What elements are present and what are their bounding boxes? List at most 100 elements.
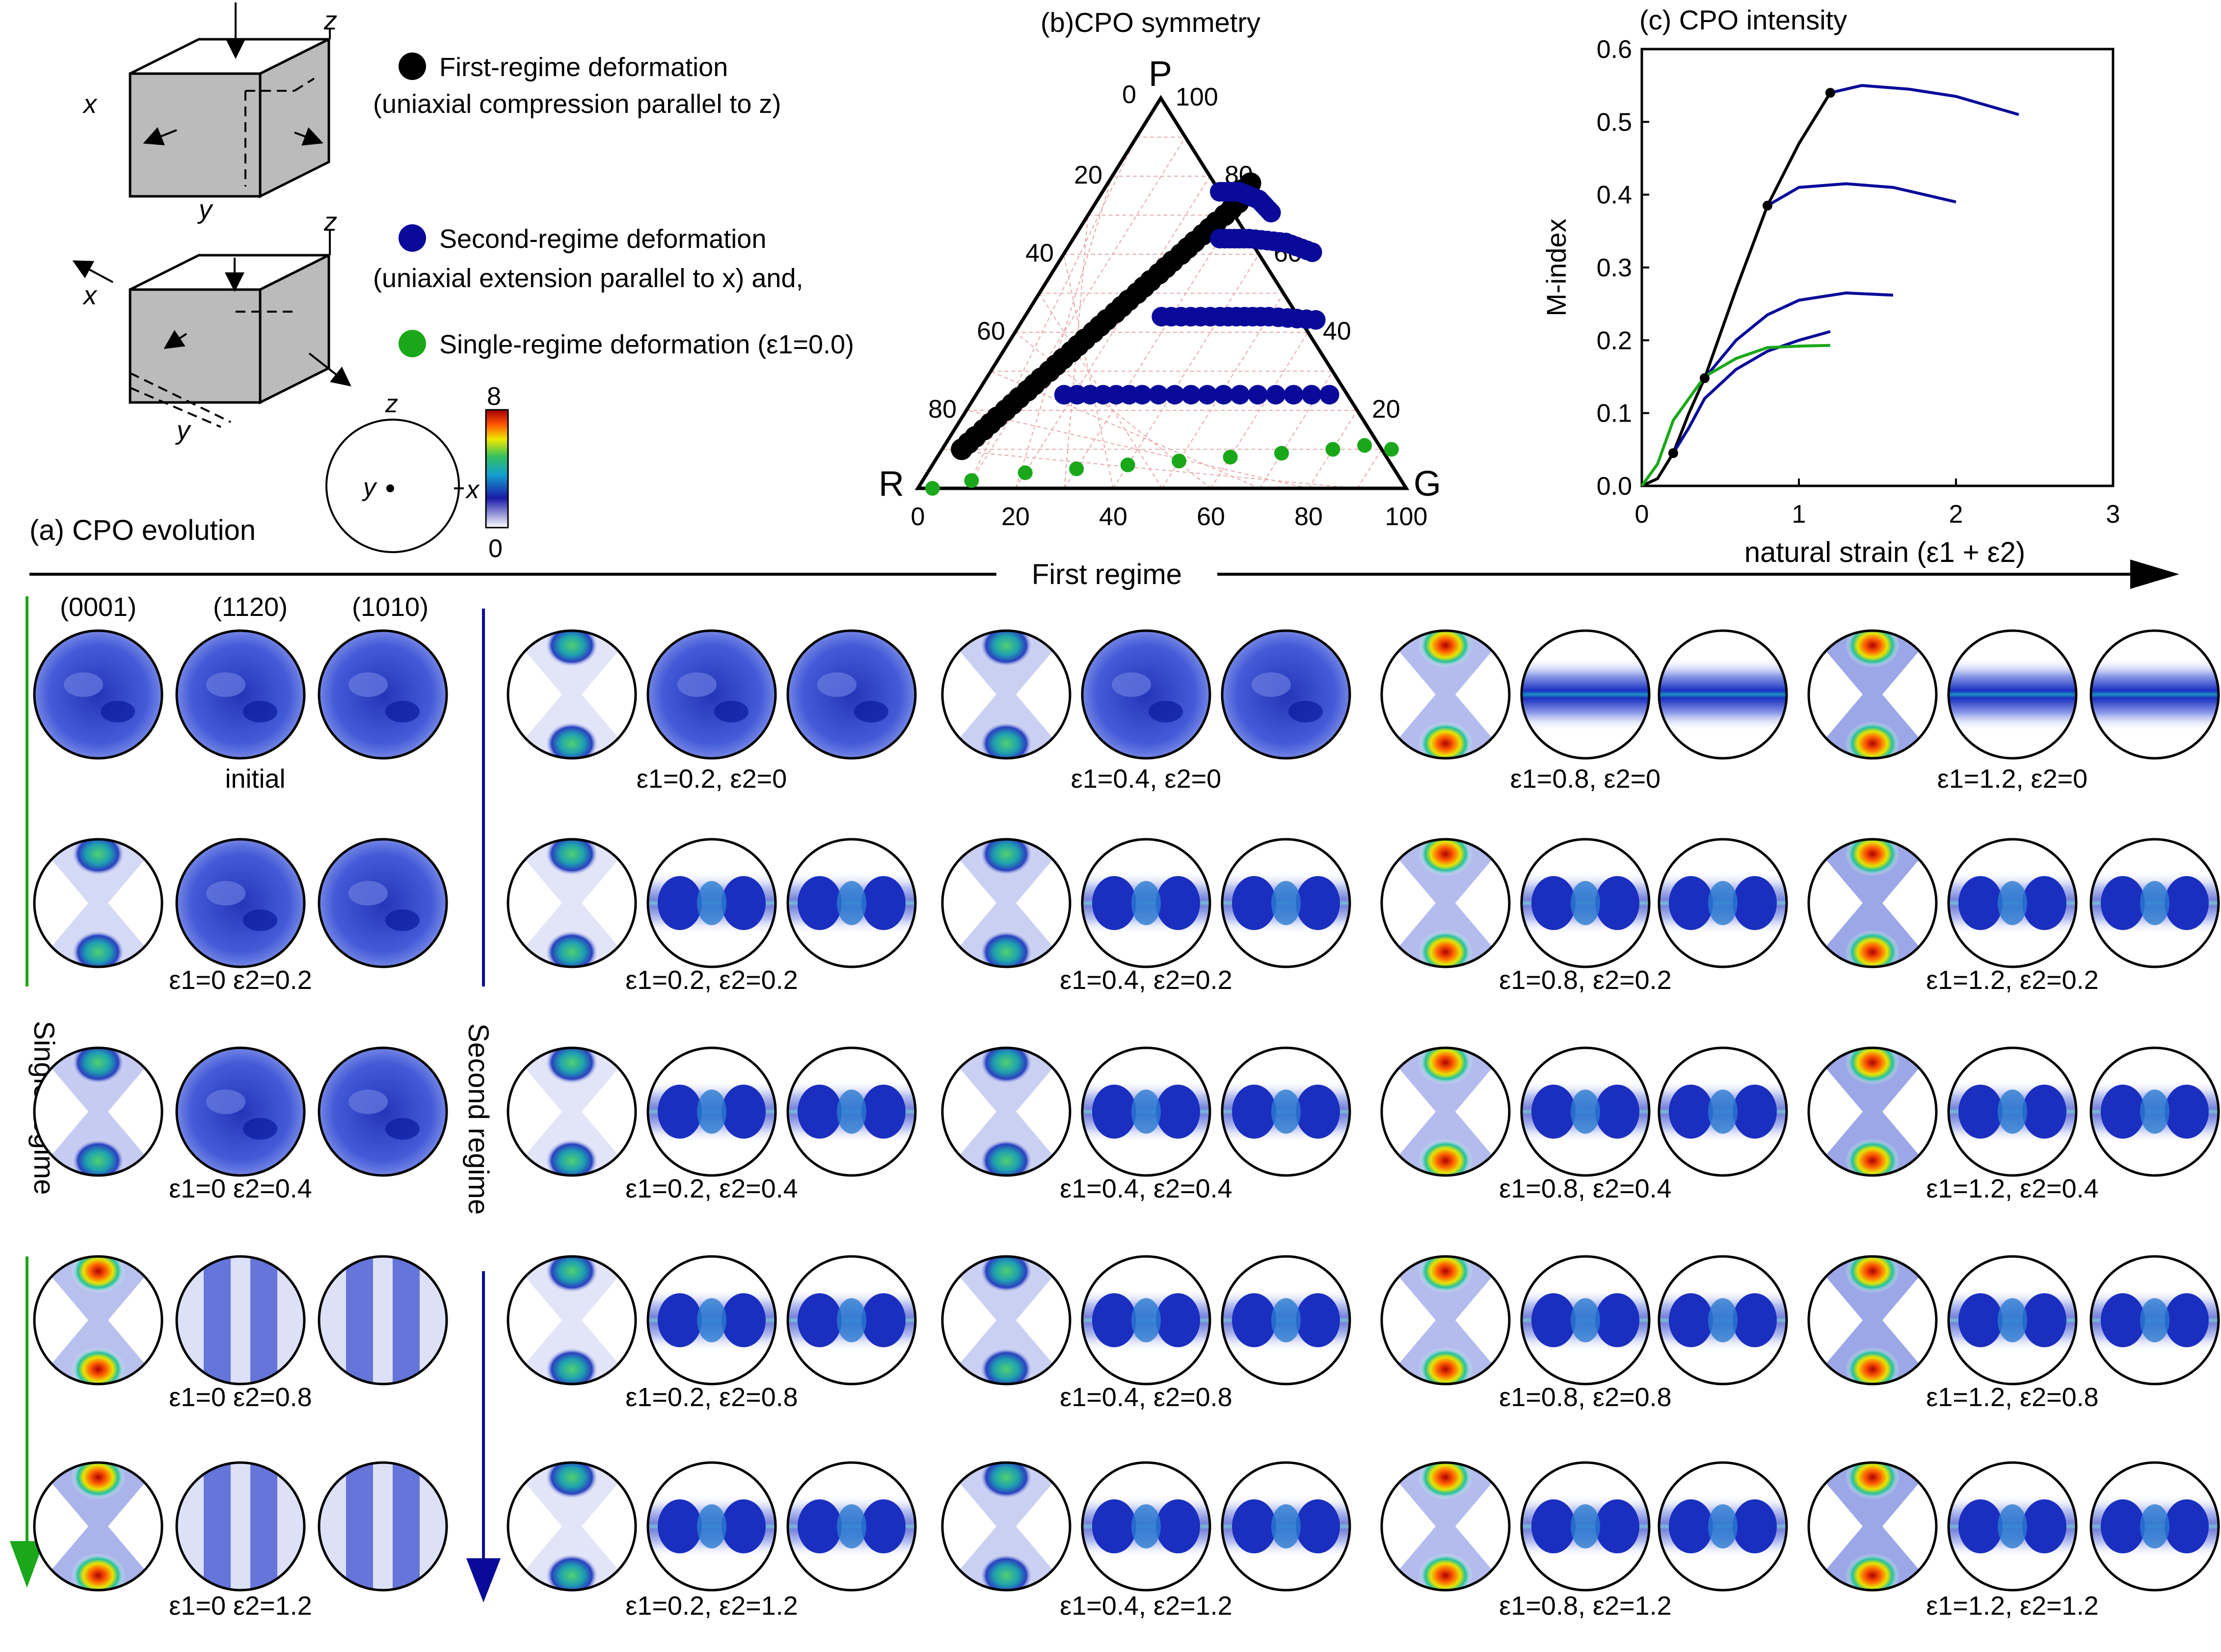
pole-figure <box>2089 1461 2220 1592</box>
pole-figure <box>1947 838 2078 968</box>
legend-second-sub: (uniaxial extension parallel to x) and, <box>373 264 803 293</box>
block-second-regime: z x y <box>72 207 351 445</box>
x-tick-label: 3 <box>2106 500 2120 529</box>
pole-figure <box>175 1461 306 1592</box>
pole-figure <box>1947 1046 2078 1177</box>
single-regime-point <box>964 473 979 488</box>
series-line <box>1830 84 2019 116</box>
pole-figure <box>1658 1461 1788 1592</box>
series-line <box>1766 182 1956 207</box>
block-first-regime: z x y <box>82 2 337 224</box>
single-regime-point <box>1172 453 1187 469</box>
second-regime-point <box>1197 385 1217 405</box>
caption-single: ε1=0 ε2=0.8 <box>169 1383 312 1412</box>
caption-strain: ε1=0.2, ε2=0.4 <box>625 1174 798 1203</box>
legend-marker-first <box>399 53 426 80</box>
second-regime-point <box>1165 385 1185 405</box>
pole-figure <box>1658 1255 1788 1386</box>
pole-figure <box>646 629 777 760</box>
legend-marker-single <box>399 330 426 357</box>
second-regime-point <box>1319 385 1339 405</box>
axis-label-x: x <box>82 281 98 310</box>
pole-figure <box>175 838 306 968</box>
y-tick-label: 0.3 <box>1597 254 1632 282</box>
caption-strain: ε1=1.2, ε2=1.2 <box>1926 1591 2098 1621</box>
chart-series <box>1640 84 2019 487</box>
single-regime-point <box>1384 442 1399 457</box>
pole-figure <box>318 629 448 760</box>
colorbar: 8 0 <box>485 382 509 563</box>
header-0001: (0001) <box>60 592 136 622</box>
pole-figure <box>175 629 306 760</box>
pole-figure <box>1380 1461 1511 1592</box>
pole-figure <box>1081 629 1211 760</box>
pole-figure <box>1221 629 1351 760</box>
ref-label-z: z <box>385 390 398 418</box>
panel-b-title: (b)CPO symmetry <box>1041 7 1260 38</box>
pole-figure <box>941 1255 1071 1386</box>
second-regime-point <box>1248 385 1268 405</box>
ternary-frame <box>914 95 1410 490</box>
tick-left: 20 <box>1074 161 1102 189</box>
caption-strain: ε1=0.2, ε2=0.8 <box>625 1383 798 1412</box>
x-tick-label: 2 <box>1949 500 1963 529</box>
caption-strain: ε1=0.8, ε2=0.8 <box>1499 1383 1671 1412</box>
y-tick-label: 0.0 <box>1597 472 1632 501</box>
pole-figure <box>1520 1461 1651 1592</box>
pole-figure <box>1081 1046 1211 1177</box>
pole-figure <box>1221 1461 1351 1592</box>
y-tick-label: 0.1 <box>1597 400 1632 428</box>
pole-figure <box>1658 629 1788 760</box>
pole-figure <box>507 1461 637 1592</box>
legend-first: First-regime deformation <box>439 53 728 82</box>
second-regime-point <box>1302 242 1322 263</box>
ternary-grid <box>942 136 1382 489</box>
pole-figure <box>318 838 448 968</box>
pole-figure <box>1807 838 1938 968</box>
y-tick-label: 0.4 <box>1597 181 1632 210</box>
pole-figure <box>2089 838 2220 968</box>
pole-figure <box>786 838 917 968</box>
y-axis-label: M-index <box>1541 218 1572 316</box>
caption-single: ε1=0 ε2=0.4 <box>169 1174 312 1203</box>
tick-left: 0 <box>1122 80 1136 109</box>
pole-figure <box>33 629 163 760</box>
pole-figure <box>1520 629 1651 760</box>
ternary-diagram: (b)CPO symmetry P R G 0 20 40 60 80 100 20 40 60… <box>879 7 1441 531</box>
pole-figure <box>507 838 637 968</box>
tick-bottom: 80 <box>1294 503 1323 531</box>
second-regime-point <box>1302 385 1322 405</box>
panel-a-title: (a) CPO evolution <box>29 514 256 546</box>
legend-single: Single-regime deformation (ε1=0.0) <box>439 330 854 359</box>
legend: First-regime deformation (uniaxial compr… <box>373 53 854 359</box>
pole-figure <box>2089 1046 2220 1177</box>
y-tick-label: 0.6 <box>1597 35 1632 64</box>
caption-single: ε1=0 ε2=0.2 <box>169 965 312 995</box>
pole-figure <box>1947 1461 2078 1592</box>
tick-bottom: 40 <box>1099 503 1127 531</box>
strain-captions: initial ε1=0 ε2=0.2 ε1=0 ε2=0.4 ε1=0 ε2=0.… <box>169 764 2098 1621</box>
tick-left: 40 <box>1025 239 1054 267</box>
second-regime-point <box>1181 385 1201 405</box>
pole-figure <box>1081 1461 1211 1592</box>
pole-figure <box>646 1046 777 1177</box>
axis-label-x: x <box>82 89 98 119</box>
single-regime-point <box>925 481 940 496</box>
grid-line <box>1308 410 1358 489</box>
caption-strain: ε1=1.2, ε2=0.4 <box>1926 1174 2098 1203</box>
caption-strain: ε1=0.4, ε2=0.4 <box>1060 1174 1232 1203</box>
pole-figure <box>941 1461 1071 1592</box>
grid-line <box>1259 371 1333 489</box>
pole-figure <box>318 1046 448 1177</box>
tick-bottom: 60 <box>1197 503 1225 531</box>
panel-c-title: (c) CPO intensity <box>1639 4 1847 35</box>
caption-strain: ε1=0.4, ε2=1.2 <box>1060 1591 1232 1621</box>
pole-figure <box>786 1046 917 1177</box>
tick-left: 80 <box>928 395 957 424</box>
caption-strain: ε1=1.2, ε2=0.8 <box>1926 1383 2098 1412</box>
grid-line <box>1064 215 1089 489</box>
legend-first-sub: (uniaxial compression parallel to z) <box>373 89 781 119</box>
grid-line <box>990 371 1260 489</box>
pole-figure <box>33 838 163 968</box>
